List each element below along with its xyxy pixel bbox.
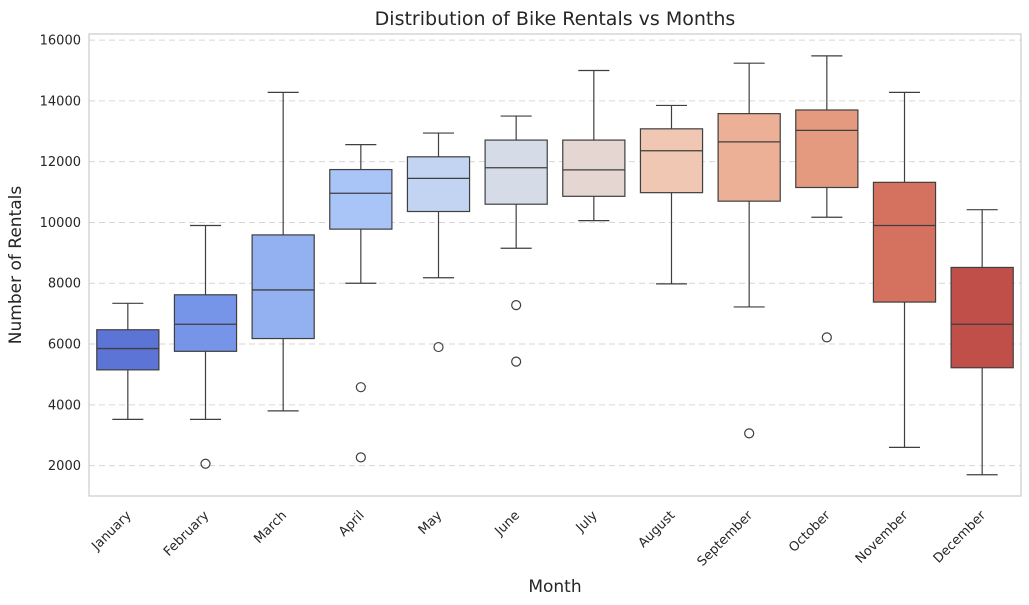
x-tick-label: February — [161, 508, 213, 560]
box-group — [484, 115, 548, 367]
box-group — [96, 302, 160, 421]
outlier-point — [433, 341, 444, 353]
box — [717, 113, 781, 202]
box-group — [562, 69, 626, 222]
x-tick-label: June — [492, 508, 523, 539]
y-axis-label: Number of Rentals — [6, 186, 26, 345]
x-ticks: January February March April May June July Augu… — [88, 508, 989, 570]
plot-frame — [88, 33, 1022, 497]
box-group — [639, 104, 704, 285]
box — [251, 234, 315, 340]
outlier-point — [744, 428, 755, 439]
x-tick-label: April — [336, 508, 368, 540]
boxes — [96, 55, 1014, 476]
box — [96, 329, 160, 371]
box-group — [950, 209, 1014, 476]
gridlines — [89, 39, 1021, 467]
outlier-point — [200, 458, 211, 469]
box — [872, 181, 937, 303]
x-tick-label: July — [573, 508, 601, 536]
x-tick-label: December — [931, 508, 990, 567]
y-tick-label: 6000 — [48, 338, 81, 353]
box — [173, 294, 238, 352]
box — [795, 109, 859, 189]
outlier-point — [821, 332, 832, 343]
y-tick-label: 8000 — [48, 277, 81, 292]
x-tick-label: October — [786, 508, 834, 556]
box — [329, 168, 393, 230]
box — [950, 266, 1014, 369]
x-tick-label: March — [251, 508, 290, 547]
x-tick-label: August — [636, 508, 679, 551]
y-tick-label: 16000 — [40, 34, 81, 49]
y-tick-label: 2000 — [48, 459, 81, 474]
outlier-point — [355, 452, 366, 463]
y-tick-label: 10000 — [40, 216, 81, 231]
x-tick-label: January — [88, 508, 134, 554]
y-tick-label: 12000 — [40, 155, 81, 170]
y-tick-label: 14000 — [40, 94, 81, 109]
outlier-point — [511, 300, 522, 311]
outlier-point — [355, 382, 366, 393]
box-group — [795, 55, 859, 343]
box-group — [406, 132, 471, 353]
x-tick-label: November — [853, 508, 912, 567]
box — [562, 139, 626, 197]
y-tick-label: 4000 — [48, 398, 81, 413]
box — [406, 156, 471, 213]
x-tick-label: May — [416, 508, 446, 538]
box-group — [329, 144, 393, 463]
box — [484, 139, 548, 205]
x-tick-label: September — [695, 508, 757, 570]
y-ticks: 2000 4000 6000 8000 10000 12000 14000 16000 — [40, 34, 81, 475]
box-group — [173, 224, 238, 469]
outlier-point — [511, 356, 522, 367]
chart-title: Distribution of Bike Rentals vs Months — [375, 8, 736, 30]
box — [639, 128, 704, 194]
box-group — [717, 62, 781, 439]
x-axis-label: Month — [528, 577, 581, 597]
box-group — [251, 91, 315, 412]
box-group — [872, 91, 937, 448]
